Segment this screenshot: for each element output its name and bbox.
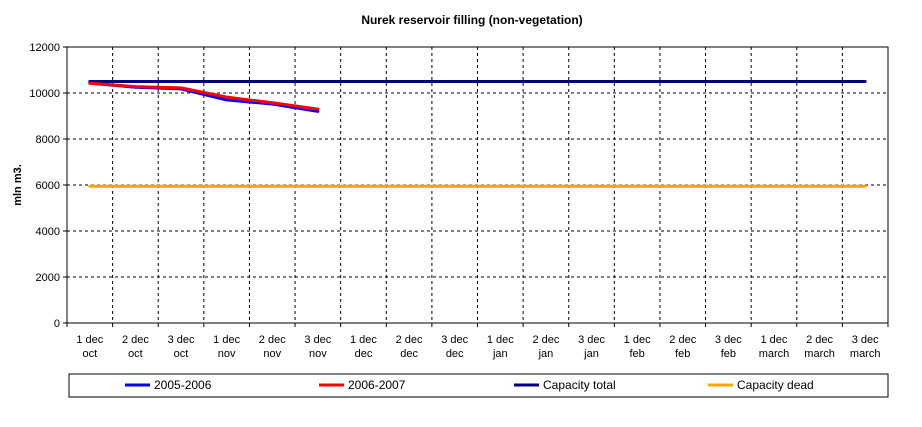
y-tick-label: 8000 xyxy=(36,134,60,146)
legend-box xyxy=(68,373,889,398)
x-tick-label: 1 dec dec xyxy=(350,334,377,360)
x-tick-label: 3 dec dec xyxy=(441,334,468,360)
x-tick-label: 2 dec march xyxy=(804,334,835,360)
chart-title: Nurek reservoir filling (non-vegetation) xyxy=(361,13,582,27)
y-tick-label: 6000 xyxy=(36,180,60,192)
legend-label: Capacity dead xyxy=(737,378,814,392)
x-tick-label: 1 dec jan xyxy=(487,334,514,360)
x-tick-label: 2 dec jan xyxy=(532,334,559,360)
y-axis-label: mln m3. xyxy=(12,164,24,206)
x-tick-label: 1 dec nov xyxy=(213,334,240,360)
legend-label: 2006-2007 xyxy=(348,378,406,392)
x-tick-label: 1 dec oct xyxy=(76,334,103,360)
y-tick-label: 0 xyxy=(54,318,60,330)
legend-label: Capacity total xyxy=(543,378,616,392)
y-tick-label: 2000 xyxy=(36,272,60,284)
legend: 2005-2006 2006-2007 Capacity total Capacity… xyxy=(68,373,889,398)
x-tick-label: 3 dec march xyxy=(850,334,881,360)
x-tick-label: 2 dec oct xyxy=(122,334,149,360)
x-tick-label: 2 dec nov xyxy=(259,334,286,360)
plot-area: 0 2000 4000 6000 8000 10000 12000 1 dec oct 2 dec… xyxy=(29,42,889,360)
y-tick-label: 12000 xyxy=(29,42,60,54)
series-line-2 xyxy=(88,81,320,111)
x-tick-label: 1 dec feb xyxy=(624,334,651,360)
x-tick-label: 1 dec march xyxy=(759,334,790,360)
x-tick-label: 3 dec nov xyxy=(304,334,331,360)
x-tick-label: 3 dec oct xyxy=(168,334,195,360)
x-tick-label: 2 dec dec xyxy=(396,334,423,360)
x-tick-label: 2 dec feb xyxy=(669,334,696,360)
x-tick-label: 3 dec feb xyxy=(715,334,742,360)
x-tick-label: 3 dec jan xyxy=(578,334,605,360)
legend-label: 2005-2006 xyxy=(154,378,212,392)
y-tick-label: 10000 xyxy=(29,88,60,100)
y-tick-label: 4000 xyxy=(36,226,60,238)
